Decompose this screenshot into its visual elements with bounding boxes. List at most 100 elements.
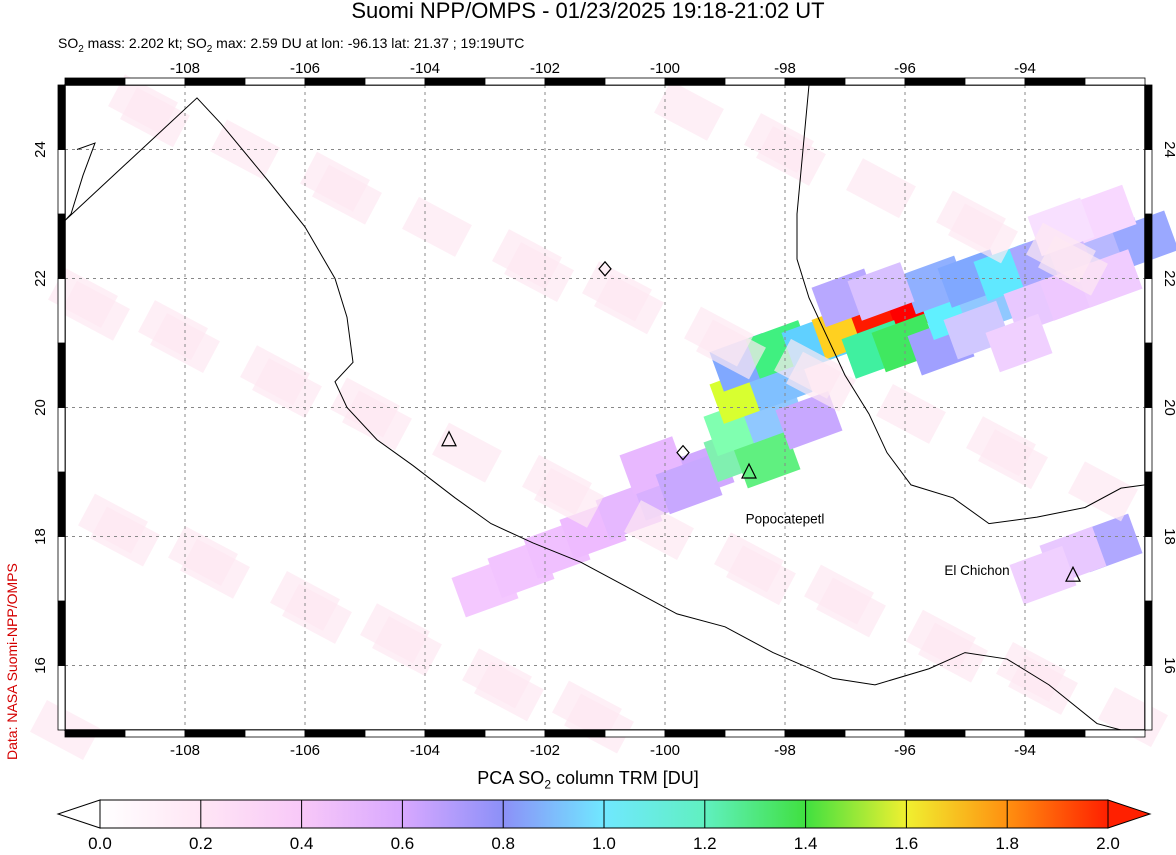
background-cell bbox=[108, 74, 178, 135]
background-cell bbox=[582, 261, 652, 322]
border-bar-top bbox=[604, 77, 666, 86]
colorbar-tick-label: 1.0 bbox=[592, 834, 616, 853]
background-cell bbox=[996, 641, 1066, 702]
background-cell bbox=[210, 119, 280, 180]
so2-cell bbox=[733, 429, 801, 489]
background-cell bbox=[846, 158, 916, 219]
background-cell bbox=[300, 151, 370, 212]
border-bar-top bbox=[424, 77, 486, 86]
border-bar-top bbox=[904, 77, 966, 86]
pacific-coastline bbox=[64, 97, 1122, 731]
background-cell bbox=[1068, 461, 1138, 522]
colorbar-tick-label: 0.8 bbox=[491, 834, 516, 853]
border-bar-top bbox=[664, 77, 726, 86]
lon-tick-label-top: -102 bbox=[530, 60, 560, 77]
border-bar-bottom bbox=[364, 729, 426, 738]
so2-cell bbox=[847, 262, 915, 321]
coastline bbox=[64, 84, 1146, 731]
colorbar-tick-label: 0.4 bbox=[289, 834, 314, 853]
so2-summary: SO2 mass: 2.202 kt; SO2 max: 2.59 DU at … bbox=[58, 35, 525, 55]
lon-tick-label-bottom: -100 bbox=[650, 742, 680, 759]
volcano-triangle-icon bbox=[1065, 565, 1081, 582]
volcano-triangle-icon bbox=[741, 462, 757, 479]
background-cell bbox=[876, 383, 946, 444]
lon-tick-label-top: -104 bbox=[410, 60, 440, 77]
border-bar-left bbox=[57, 278, 66, 344]
background-cell bbox=[966, 416, 1036, 477]
background-cell bbox=[240, 345, 310, 406]
lon-tick-label-bottom: -106 bbox=[290, 742, 320, 759]
lon-tick-label-bottom: -94 bbox=[1014, 742, 1036, 759]
border-bar-top bbox=[484, 77, 546, 86]
background-cell bbox=[774, 338, 844, 399]
border-bar-left bbox=[57, 407, 66, 473]
border-bar-bottom bbox=[664, 729, 726, 738]
background-cell bbox=[744, 113, 814, 174]
volcano-markers: Popocatepetl El Chichon bbox=[441, 260, 1081, 582]
border-bar-right bbox=[1144, 278, 1153, 344]
border-bar-bottom bbox=[124, 729, 186, 738]
lat-tick-label-left: 24 bbox=[32, 141, 49, 158]
border-bar-right bbox=[1144, 600, 1153, 666]
border-bar-bottom bbox=[484, 729, 546, 738]
lon-tick-label-top: -98 bbox=[774, 60, 796, 77]
so2-cell bbox=[775, 391, 843, 450]
background-cell bbox=[432, 422, 502, 483]
colorbar-tick-label: 1.8 bbox=[995, 834, 1020, 853]
axis-ticks: -108 -108 -106 -106 -104 -104 -102 -102 -100 -100… bbox=[32, 60, 1176, 759]
background-cell bbox=[624, 500, 694, 561]
border-bar-left bbox=[57, 665, 66, 731]
border-bar-left bbox=[57, 342, 66, 408]
border-bar-bottom bbox=[844, 729, 906, 738]
colorbar-max-arrow bbox=[1107, 799, 1152, 829]
so2-cell bbox=[655, 455, 723, 515]
lon-tick-label-top: -100 bbox=[650, 60, 680, 77]
lon-tick-label-top: -106 bbox=[290, 60, 320, 77]
lat-tick-label-left: 16 bbox=[32, 657, 49, 674]
colorbar-tick-label: 1.4 bbox=[793, 834, 818, 853]
lat-tick-label-right: 20 bbox=[1161, 399, 1176, 416]
so2-cell bbox=[1009, 545, 1077, 605]
border-bar-top bbox=[1024, 77, 1086, 86]
background-cell bbox=[402, 196, 472, 257]
lat-tick-label-right: 16 bbox=[1161, 657, 1176, 674]
diamond-marker-icon bbox=[598, 260, 612, 277]
border-bar-bottom bbox=[724, 729, 786, 738]
colorbar bbox=[56, 799, 1152, 829]
lat-tick-label-left: 18 bbox=[32, 528, 49, 545]
colorbar-tick-label: 0.6 bbox=[390, 834, 415, 853]
background-cell bbox=[714, 532, 784, 593]
colorbar-title: PCA SO2 column TRM [DU] bbox=[477, 768, 699, 792]
border-bar-top bbox=[184, 77, 246, 86]
background-cell bbox=[462, 648, 532, 709]
background-cell bbox=[684, 306, 754, 367]
colorbar-min-arrow bbox=[56, 799, 101, 829]
border-bar-bottom bbox=[544, 729, 606, 738]
border-bar-top bbox=[1084, 77, 1146, 86]
lon-tick-label-bottom: -98 bbox=[774, 742, 796, 759]
lon-tick-label-bottom: -102 bbox=[530, 742, 560, 759]
colorbar-tick-label: 0.0 bbox=[88, 834, 112, 853]
border-bar-right bbox=[1144, 342, 1153, 408]
background-cell bbox=[906, 609, 976, 670]
border-bar-bottom bbox=[604, 729, 666, 738]
border-bar-right bbox=[1144, 471, 1153, 537]
border-bar-right bbox=[1144, 84, 1153, 150]
background-cell bbox=[330, 377, 400, 438]
so2-plume-cells bbox=[30, 74, 1176, 760]
border-bar-bottom bbox=[1084, 729, 1146, 738]
border-bar-right bbox=[1144, 149, 1153, 215]
colorbar-tick-label: 1.2 bbox=[692, 834, 717, 853]
border-bar-top bbox=[244, 77, 306, 86]
border-bar-right bbox=[1144, 536, 1153, 602]
map-grid bbox=[65, 85, 1145, 730]
border-bar-bottom bbox=[64, 729, 126, 738]
border-bar-bottom bbox=[904, 729, 966, 738]
lon-tick-label-top: -96 bbox=[894, 60, 916, 77]
colorbar-tick-label: 1.6 bbox=[894, 834, 919, 853]
border-bar-left bbox=[57, 600, 66, 666]
border-bar-left bbox=[57, 536, 66, 602]
border-bar-left bbox=[57, 213, 66, 279]
border-bar-left bbox=[57, 149, 66, 215]
background-cell bbox=[78, 493, 148, 554]
